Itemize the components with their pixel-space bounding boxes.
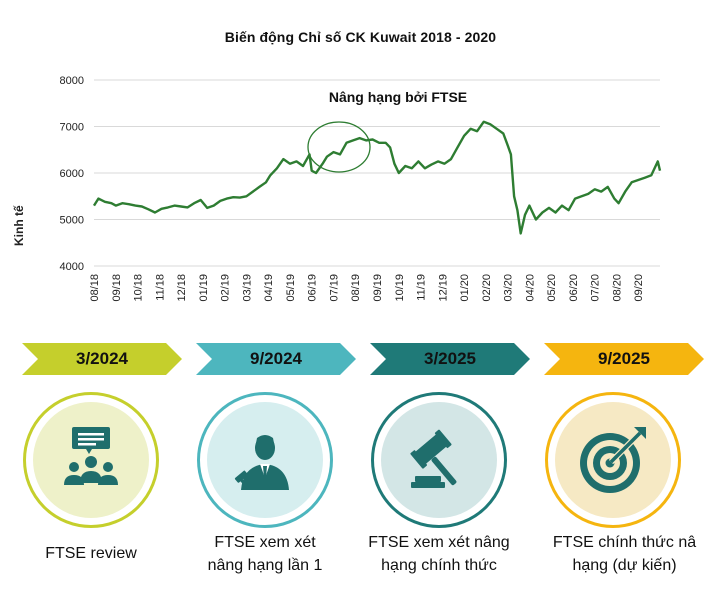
x-tick-label: 01/19	[198, 274, 210, 302]
y-tick-label: 7000	[60, 122, 84, 134]
presentation-audience-icon	[64, 427, 118, 485]
x-tick-label: 11/18	[154, 274, 166, 301]
line-chart: 4000 5000 6000 7000 8000 08/18 09/18 10/18 11/1…	[60, 75, 662, 302]
timeline-arrow-2: 9/2024	[196, 343, 356, 375]
milestone-circle-4	[545, 392, 681, 528]
x-tick-label: 07/19	[328, 274, 340, 302]
target-arrow-icon	[580, 427, 646, 493]
x-tick-label: 02/20	[481, 274, 493, 302]
x-tick-label: 03/20	[503, 274, 515, 302]
x-tick-label: 05/19	[285, 274, 297, 302]
y-tick-label: 4000	[60, 261, 84, 273]
timeline-arrow-1: 3/2024	[22, 343, 182, 375]
milestone-circle-2	[197, 392, 333, 528]
timeline-caption-1: FTSE review	[45, 545, 137, 562]
x-tick-label: 08/20	[611, 274, 623, 302]
index-line	[92, 120, 662, 235]
x-tick-label: 12/19	[437, 274, 449, 302]
x-tick-label: 10/19	[394, 274, 406, 302]
annotation-label: Nâng hạng bởi FTSE	[329, 89, 467, 105]
gavel-icon	[410, 429, 457, 488]
timeline-date-2: 9/2024	[250, 349, 302, 368]
x-tick-label: 03/19	[241, 274, 253, 302]
timeline-caption-3: FTSE xem xét nâng hạng chính thức	[368, 534, 510, 574]
timeline-arrow-3: 3/2025	[370, 343, 530, 375]
x-tick-label: 12/18	[176, 274, 188, 302]
milestone-circle-1	[23, 392, 159, 528]
x-tick-label: 06/19	[307, 274, 319, 302]
y-tick-label: 8000	[60, 75, 84, 87]
x-tick-label: 07/20	[590, 274, 602, 302]
x-tick-label: 09/20	[633, 274, 645, 302]
x-tick-label: 02/19	[220, 274, 232, 302]
timeline-caption-2: FTSE xem xét nâng hạng lần 1	[207, 534, 323, 574]
timeline-date-1: 3/2024	[76, 349, 128, 368]
businessman-gavel-icon	[234, 435, 289, 490]
y-axis-label: Kinh tế	[12, 205, 26, 246]
x-tick-label: 05/20	[546, 274, 558, 302]
x-tick-label: 08/19	[350, 274, 362, 302]
y-tick-label: 6000	[60, 168, 84, 180]
y-tick-label: 5000	[60, 215, 84, 227]
x-tick-label: 01/20	[459, 274, 471, 302]
highlight-ellipse	[307, 121, 371, 173]
timeline-caption-4: FTSE chính thức nâ hạng (dự kiến)	[552, 534, 697, 574]
x-tick-label: 04/19	[263, 274, 275, 302]
x-tick-label: 08/18	[89, 274, 101, 302]
x-tick-label: 04/20	[524, 274, 536, 302]
timeline-arrow-4: 9/2025	[544, 343, 704, 375]
milestone-circle-3	[371, 392, 507, 528]
chart-title: Biến động Chỉ số CK Kuwait 2018 - 2020	[224, 29, 497, 45]
timeline-date-4: 9/2025	[598, 349, 650, 368]
x-tick-label: 11/19	[416, 274, 428, 301]
timeline-date-3: 3/2025	[424, 349, 476, 368]
x-tick-label: 09/18	[111, 274, 123, 302]
x-tick-label: 09/19	[372, 274, 384, 302]
x-tick-label: 06/20	[568, 274, 580, 302]
x-tick-label: 10/18	[133, 274, 145, 302]
